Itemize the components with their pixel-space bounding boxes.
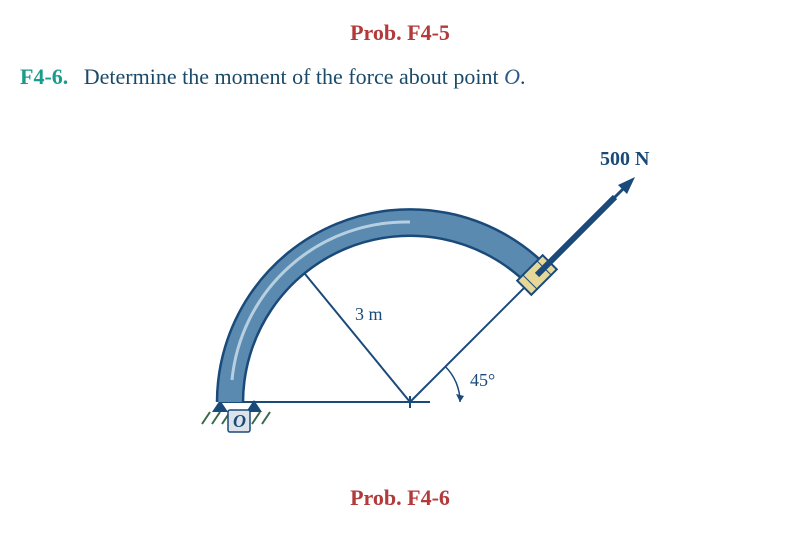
radius-left <box>296 263 410 402</box>
figure-container: 500 N 3 m 45° O <box>20 110 780 475</box>
diagram-svg: 500 N 3 m 45° O <box>120 110 680 470</box>
angle-arrow-tip <box>456 394 464 402</box>
problem-suffix: . <box>520 64 526 89</box>
point-label: O <box>504 64 520 89</box>
force-arrow <box>537 177 635 275</box>
tube-highlight <box>232 222 410 380</box>
problem-number: F4-6. <box>20 64 68 89</box>
origin-label: O <box>233 411 246 431</box>
radius-label: 3 m <box>355 304 383 324</box>
footer-caption: Prob. F4-6 <box>20 485 780 511</box>
problem-statement-line: F4-6. Determine the moment of the force … <box>20 64 780 90</box>
angle-label: 45° <box>470 370 495 390</box>
force-label: 500 N <box>600 148 650 170</box>
header-caption: Prob. F4-5 <box>20 20 780 46</box>
problem-text: Determine the moment of the force about … <box>84 64 504 89</box>
